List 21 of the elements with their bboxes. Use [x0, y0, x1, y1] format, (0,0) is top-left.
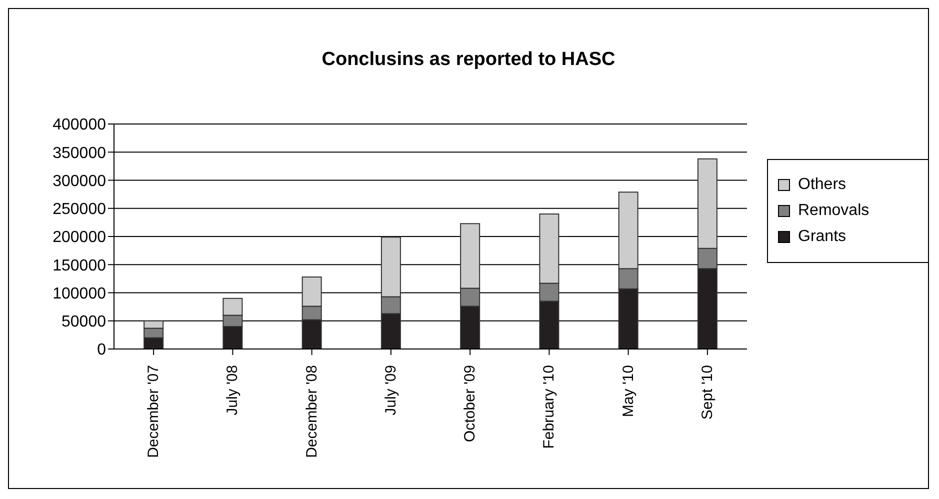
y-tick-label: 150000 [52, 257, 106, 274]
x-tick-label: February '10 [540, 365, 558, 449]
y-tick-label: 300000 [52, 172, 106, 190]
x-tick-label: July '08 [224, 365, 242, 416]
x-tick-label: December '07 [145, 365, 162, 458]
y-tick-label: 400000 [52, 116, 106, 134]
x-tick-label: December '08 [303, 365, 320, 458]
y-tick-label: 0 [97, 342, 106, 359]
y-tick-label: 250000 [52, 201, 106, 218]
x-tick-label: October '09 [462, 365, 479, 442]
y-tick-label: 200000 [52, 229, 106, 246]
legend-label: Others [798, 176, 846, 194]
x-tick-label: July '09 [382, 365, 400, 416]
legend-label: Grants [798, 228, 846, 246]
x-tick-label: Sept '10 [698, 365, 716, 420]
y-tick-label: 100000 [52, 285, 106, 302]
chart-title: Conclusins as reported to HASC [320, 49, 616, 71]
y-tick-label: 350000 [52, 144, 106, 162]
legend-label: Removals [798, 202, 870, 220]
x-tick-label: May '10 [620, 365, 637, 418]
y-tick-label: 50000 [62, 314, 106, 331]
